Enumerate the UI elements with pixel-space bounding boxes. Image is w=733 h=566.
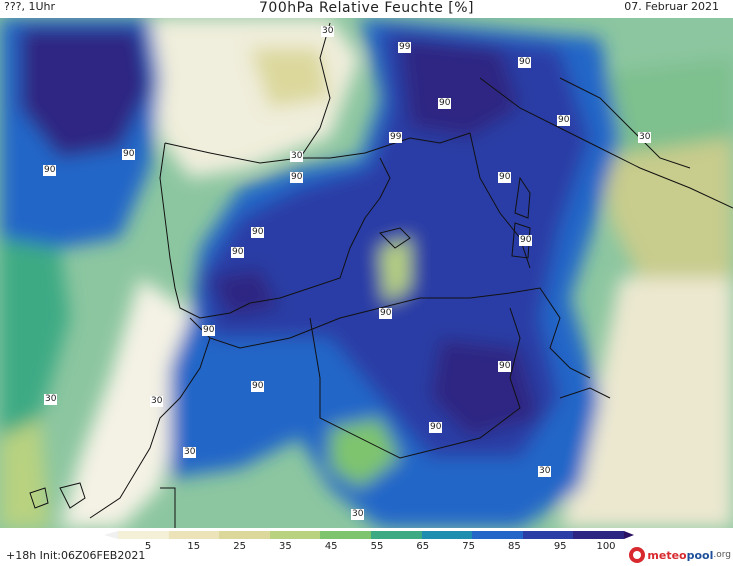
- colorbar-tick-label: 85: [508, 541, 521, 552]
- contour-label: 90: [379, 308, 393, 319]
- init-time: +18h Init:06Z06FEB2021: [6, 549, 146, 562]
- contour-label: 99: [398, 42, 412, 53]
- run-label: ???, 1Uhr: [4, 0, 56, 13]
- coastlines: [29, 22, 733, 528]
- contour-label: 90: [519, 235, 533, 246]
- colorbar-tick-label: 65: [416, 541, 430, 552]
- colorbar: [118, 531, 624, 539]
- contour-label: 30: [183, 447, 197, 458]
- valid-date: 07. Februar 2021: [624, 0, 719, 13]
- contour-label: 90: [290, 172, 304, 183]
- header: ???, 1Uhr 700hPa Relative Feuchte [%] 07…: [0, 0, 733, 18]
- contour-label: 90: [122, 149, 136, 160]
- colorbar-segment: [421, 531, 473, 539]
- contour-label: 30: [44, 394, 58, 405]
- colorbar-segment: [472, 531, 523, 539]
- colorbar-tick-label: 15: [187, 541, 201, 552]
- contour-label: 90: [429, 422, 443, 433]
- contour-label: 30: [290, 151, 304, 162]
- colorbar-min-arrow: [104, 531, 118, 539]
- colorbar-tick-label: 5: [144, 541, 152, 552]
- colorbar-tick-label: 100: [596, 541, 616, 552]
- colorbar-tick-label: 95: [553, 541, 567, 552]
- colorbar-max-arrow: [624, 531, 634, 539]
- contour-label: 90: [43, 165, 57, 176]
- contour-label: 90: [231, 247, 245, 258]
- logo-text-meteo: meteo: [647, 548, 687, 562]
- colorbar-segment: [320, 531, 371, 539]
- globe-icon: [629, 547, 646, 563]
- colorbar-segment: [269, 531, 321, 539]
- contour-label: 90: [498, 172, 512, 183]
- contour-label: 90: [251, 227, 265, 238]
- contour-label: 90: [438, 98, 452, 109]
- contour-label: 30: [351, 509, 365, 520]
- colorbar-tick-label: 25: [233, 541, 246, 552]
- contour-label: 90: [518, 57, 532, 68]
- contour-label: 30: [638, 132, 652, 143]
- colorbar-segment: [118, 531, 169, 539]
- colorbar-segment: [573, 531, 624, 539]
- colorbar-tick-label: 45: [324, 541, 338, 552]
- colorbar-tick-label: 75: [462, 541, 475, 552]
- map-title: 700hPa Relative Feuchte [%]: [259, 0, 474, 16]
- colorbar-segment: [370, 531, 422, 539]
- colorbar-tick-label: 35: [279, 541, 292, 552]
- contour-label: 30: [150, 396, 164, 407]
- colorbar-segment: [168, 531, 220, 539]
- logo-text-pool: pool: [686, 548, 714, 562]
- colorbar-tick-label: 55: [370, 541, 384, 552]
- humidity-map[interactable]: 30 99 90 90 90 90 99 30 90 90 90 90 90 9…: [0, 18, 733, 528]
- meteopool-logo[interactable]: meteo pool .org: [629, 545, 731, 565]
- contour-label: 30: [538, 466, 552, 477]
- map-canvas: [0, 18, 733, 528]
- colorbar-segment: [522, 531, 574, 539]
- humidity-field: [0, 18, 733, 528]
- footer: 5 15 25 35 45 55 65 75 85 95 100 +18h Init:06Z06FE…: [0, 528, 733, 566]
- contour-label: 90: [498, 361, 512, 372]
- contour-label: 99: [389, 132, 403, 143]
- contour-label: 30: [321, 26, 335, 37]
- contour-label: 90: [202, 325, 216, 336]
- contour-label: 90: [251, 381, 265, 392]
- logo-text-org: .org: [713, 550, 731, 560]
- contour-label: 90: [557, 115, 571, 126]
- colorbar-segment: [219, 531, 270, 539]
